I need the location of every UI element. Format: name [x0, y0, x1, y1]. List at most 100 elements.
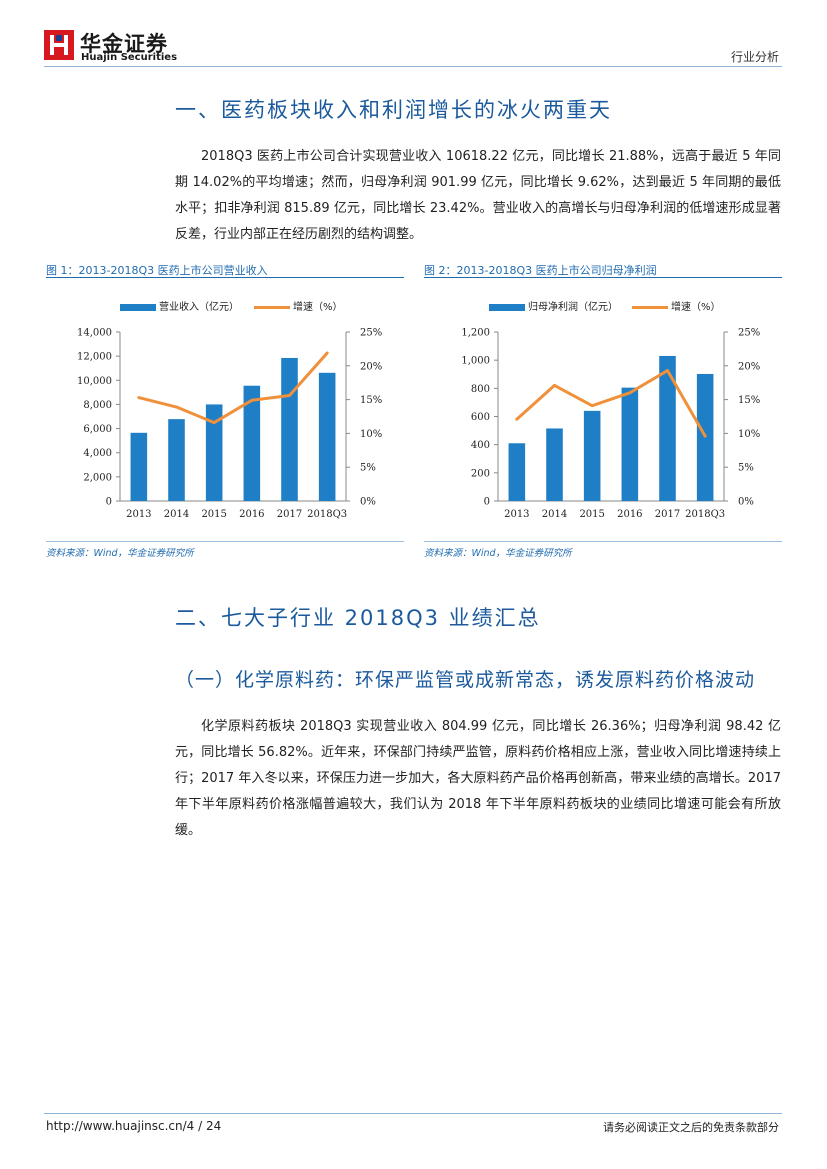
logo-text-en: Huajin Securities [81, 52, 178, 63]
subsection1-paragraph: 化学原料药板块 2018Q3 实现营业收入 804.99 亿元，同比增长 26.… [175, 714, 781, 844]
figure1-bottom-rule [46, 541, 404, 542]
figure1-title: 图 1：2013-2018Q3 医药上市公司营业收入 [46, 264, 268, 277]
growth-point [666, 369, 669, 373]
bar [130, 432, 148, 501]
x-tick-label: 2017 [655, 509, 680, 520]
y-tick-label-right: 5% [360, 463, 376, 474]
y-tick-label-right: 20% [738, 361, 760, 372]
growth-point [288, 394, 291, 398]
legend-swatch-line [632, 305, 668, 309]
y-tick-label-left: 400 [471, 440, 490, 451]
growth-point [628, 391, 632, 395]
bar [508, 443, 526, 501]
subsection1-paragraph-text: 化学原料药板块 2018Q3 实现营业收入 804.99 亿元，同比增长 26.… [175, 719, 781, 838]
footer-url-page[interactable]: http://www.huajinsc.cn/4 / 24 [46, 1119, 222, 1133]
growth-point [590, 404, 594, 408]
x-tick-label: 2015 [201, 509, 226, 520]
y-tick-label-left: 0 [106, 497, 112, 508]
y-tick-label-left: 200 [471, 468, 490, 479]
x-tick-label: 2016 [239, 509, 264, 520]
x-tick-label: 2015 [579, 509, 604, 520]
y-tick-label-left: 10,000 [77, 376, 112, 387]
growth-point [515, 417, 519, 421]
y-tick-label-right: 10% [360, 429, 382, 440]
bar [621, 387, 639, 501]
y-tick-label-right: 0% [738, 497, 754, 508]
x-tick-label: 2018Q3 [307, 509, 347, 520]
y-tick-label-left: 1,000 [461, 356, 490, 367]
section1-paragraph: 2018Q3 医药上市公司合计实现营业收入 10618.22 亿元，同比增长 2… [175, 144, 781, 248]
x-tick-label: 2018Q3 [685, 509, 725, 520]
footer-disclaimer-note: 请务必阅读正文之后的免责条款部分 [603, 1121, 779, 1134]
y-tick-label-left: 0 [484, 497, 490, 508]
x-tick-label: 2013 [126, 509, 151, 520]
bar [281, 357, 298, 501]
legend-label: 增速（%） [293, 302, 343, 313]
bar [243, 385, 261, 501]
figure2-bottom-rule [424, 541, 782, 542]
legend-swatch-bar [120, 303, 156, 311]
y-tick-label-right: 5% [738, 463, 754, 474]
bar [659, 355, 676, 501]
y-tick-label-left: 2,000 [83, 472, 112, 483]
growth-line [138, 351, 329, 425]
bar [205, 404, 223, 501]
growth-point [250, 398, 254, 402]
figure1-legend-bar: 营业收入（亿元） [120, 298, 239, 313]
legend-swatch-line [254, 305, 290, 309]
figure2-chart: 0 200 400 600 800 1,000 1,200 0% 5% 10% 15% 20% 25% 2… [424, 318, 782, 532]
report-category: 行业分析 [730, 50, 779, 64]
x-tick-label: 2014 [542, 509, 567, 520]
x-tick-label: 2016 [617, 509, 642, 520]
figure2-legend-bar: 归母净利润（亿元） [489, 298, 618, 313]
growth-point [212, 421, 216, 425]
section1-title: 一、医药板块收入和利润增长的冰火两重天 [175, 98, 612, 122]
bar [546, 428, 563, 501]
y-tick-label-left: 14,000 [77, 328, 112, 339]
bar [168, 419, 185, 501]
y-tick-label-left: 12,000 [77, 352, 112, 363]
y-tick-label-left: 800 [471, 384, 490, 395]
y-tick-label-left: 1,200 [461, 328, 490, 339]
logo-text-cn: 华金证券 [80, 32, 168, 56]
huajin-logo-icon [44, 30, 74, 60]
x-tick-label: 2013 [504, 509, 529, 520]
legend-label: 归母净利润（亿元） [528, 302, 618, 313]
y-tick-label-left: 600 [471, 412, 490, 423]
y-tick-label-left: 4,000 [83, 448, 112, 459]
figure2-title: 图 2：2013-2018Q3 医药上市公司归母净利润 [424, 264, 657, 277]
growth-line [515, 369, 707, 437]
section2-title: 二、七大子行业 2018Q3 业绩汇总 [175, 606, 541, 630]
bar [318, 372, 336, 501]
subsection1-title: （一）化学原料药：环保严监管或成新常态，诱发原料药价格波动 [175, 669, 756, 691]
y-tick-label-left: 6,000 [83, 424, 112, 435]
y-tick-label-right: 15% [360, 395, 382, 406]
legend-swatch-bar [489, 303, 525, 311]
header-divider [44, 66, 782, 67]
figure1-legend-line: 增速（%） [254, 298, 343, 313]
bar [583, 410, 601, 501]
y-tick-label-right: 25% [738, 328, 760, 339]
figure2-legend-line: 增速（%） [632, 298, 721, 313]
y-tick-label-right: 20% [360, 361, 382, 372]
y-tick-label-right: 0% [360, 497, 376, 508]
legend-label: 营业收入（亿元） [159, 302, 239, 313]
x-tick-label: 2014 [164, 509, 189, 520]
y-tick-label-right: 10% [738, 429, 760, 440]
figure2-top-rule [424, 277, 782, 278]
y-tick-label-right: 25% [360, 328, 382, 339]
growth-point [175, 405, 178, 409]
section1-paragraph-text: 2018Q3 医药上市公司合计实现营业收入 10618.22 亿元，同比增长 2… [175, 149, 781, 242]
figure1-source: 资料来源：Wind，华金证券研究所 [46, 548, 194, 559]
figure1-chart: 0 2,000 4,000 6,000 8,000 10,000 12,000 14,000 0… [46, 318, 404, 532]
figure2-source: 资料来源：Wind，华金证券研究所 [424, 548, 572, 559]
growth-point [553, 383, 556, 387]
growth-point [325, 351, 329, 355]
figure1-top-rule [46, 277, 404, 278]
footer-divider [44, 1113, 782, 1114]
y-tick-label-left: 8,000 [83, 400, 112, 411]
x-tick-label: 2017 [277, 509, 302, 520]
legend-label: 增速（%） [671, 302, 721, 313]
growth-point [703, 434, 707, 438]
y-tick-label-right: 15% [738, 395, 760, 406]
